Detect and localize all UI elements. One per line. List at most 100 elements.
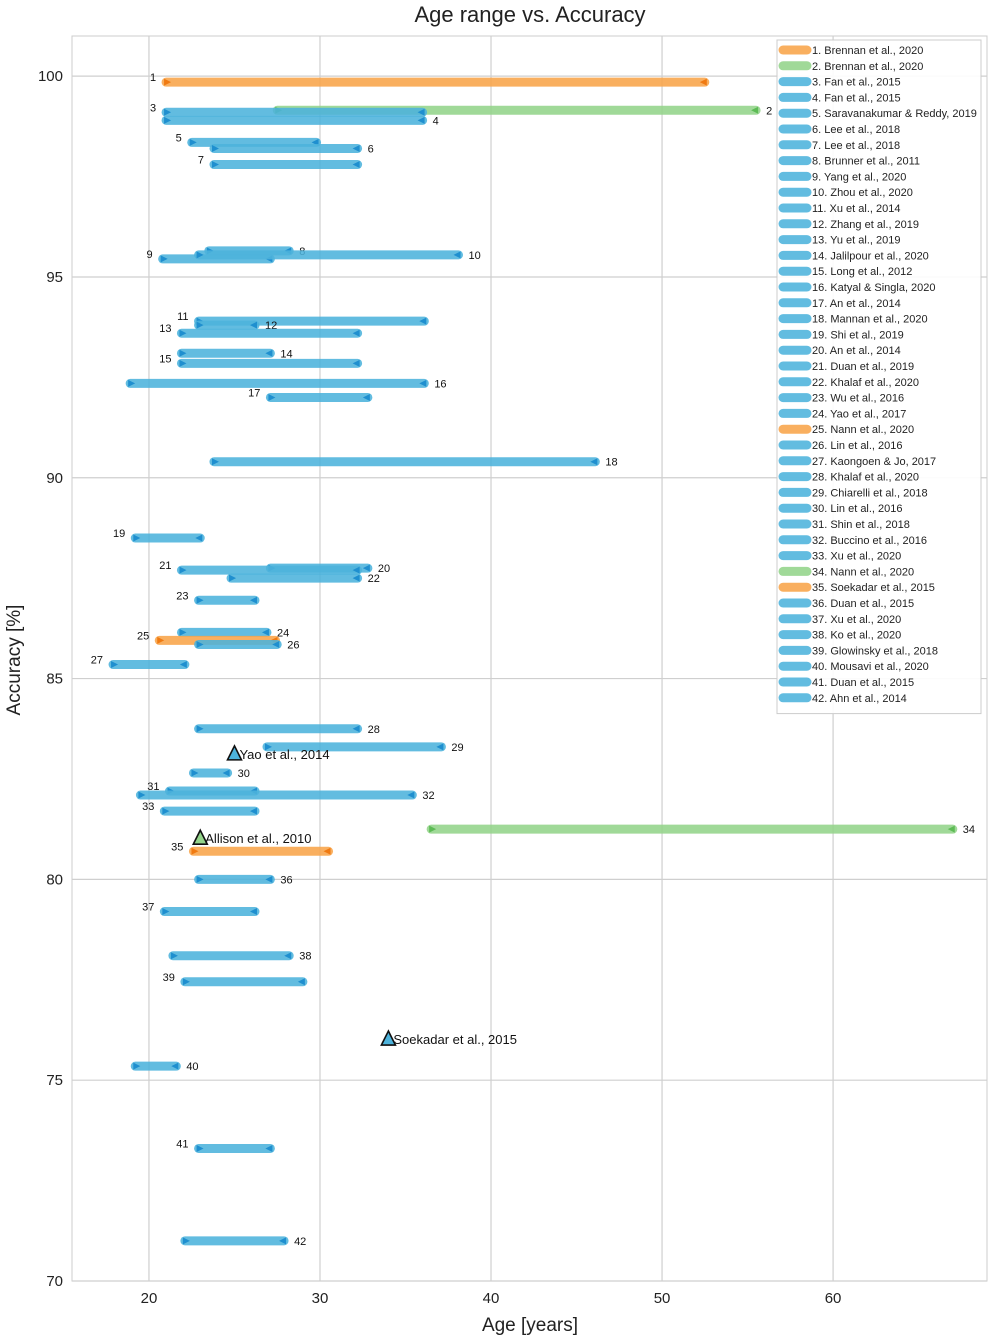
range-end-marker	[265, 1144, 273, 1152]
range-end-marker	[297, 978, 305, 986]
legend-label: 29. Chiarelli et al., 2018	[812, 487, 928, 499]
legend-label: 42. Ahn et al., 2014	[812, 693, 907, 705]
legend-label: 14. Jalilpour et al., 2020	[812, 250, 929, 262]
legend-item: 28. Khalaf et al., 2020	[778, 472, 919, 484]
range-start-marker	[191, 769, 199, 777]
legend-label: 31. Shin et al., 2018	[812, 519, 910, 531]
range-bar-number: 41	[176, 1138, 188, 1150]
range-bar-29: 29	[262, 742, 464, 754]
range-start-marker	[164, 108, 172, 116]
range-start-marker	[429, 825, 437, 833]
range-bar-7: 7	[198, 155, 363, 170]
range-bar-number: 37	[142, 902, 154, 914]
range-end-marker	[417, 108, 425, 116]
legend-item: 9. Yang et al., 2020	[778, 171, 906, 183]
range-start-marker	[133, 1062, 141, 1070]
range-start-marker	[179, 349, 187, 357]
legend-label: 19. Shi et al., 2019	[812, 329, 904, 341]
range-bar-number: 31	[147, 781, 159, 793]
range-bar-42: 42	[180, 1236, 306, 1248]
range-end-marker	[261, 628, 269, 636]
legend-item: 4. Fan et al., 2015	[778, 92, 901, 104]
range-bar-number: 23	[176, 590, 188, 602]
range-end-marker	[222, 769, 230, 777]
range-end-marker	[323, 847, 331, 855]
legend-item: 1. Brennan et al., 2020	[778, 45, 923, 57]
range-end-marker	[699, 78, 707, 86]
range-bar-number: 10	[469, 250, 481, 262]
range-bar-40: 40	[130, 1061, 199, 1073]
legend-label: 17. An et al., 2014	[812, 298, 901, 310]
range-bar-number: 14	[280, 348, 292, 360]
legend-label: 25. Nann et al., 2020	[812, 424, 914, 436]
y-tick-label: 75	[46, 1072, 63, 1089]
legend-item: 15. Long et al., 2012	[778, 266, 912, 278]
legend: 1. Brennan et al., 2020 2. Brennan et al.…	[776, 39, 982, 715]
x-tick-label: 30	[312, 1290, 329, 1307]
legend-label: 12. Zhang et al., 2019	[812, 219, 919, 231]
legend-label: 33. Xu et al., 2020	[812, 551, 901, 563]
range-end-marker	[352, 574, 360, 582]
legend-item: 40. Mousavi et al., 2020	[778, 661, 929, 673]
range-end-marker	[272, 640, 280, 648]
x-tick-label: 60	[825, 1290, 842, 1307]
range-bar-number: 33	[142, 801, 154, 813]
range-bar-number: 4	[433, 115, 439, 127]
legend-label: 28. Khalaf et al., 2020	[812, 472, 919, 484]
legend-label: 7. Lee et al., 2018	[812, 140, 900, 152]
range-bar-33: 33	[142, 801, 260, 816]
range-bar-number: 40	[186, 1061, 198, 1073]
y-tick-label: 80	[46, 871, 63, 888]
range-end-marker	[436, 743, 444, 751]
range-bar-number: 24	[277, 627, 289, 639]
range-end-marker	[250, 908, 257, 916]
range-start-marker	[196, 596, 204, 604]
legend-item: 21. Duan et al., 2019	[778, 361, 914, 373]
range-bar-number: 1	[150, 72, 156, 84]
range-bar-16: 16	[125, 378, 447, 390]
range-bar-number: 6	[368, 143, 374, 155]
range-bar-37: 37	[142, 902, 260, 917]
range-bar-19: 19	[113, 528, 205, 543]
range-bar-number: 18	[605, 457, 617, 469]
range-start-marker	[179, 628, 187, 636]
range-start-marker	[182, 978, 190, 986]
range-end-marker	[352, 329, 360, 337]
range-bar-number: 15	[159, 353, 171, 365]
range-end-marker	[352, 566, 360, 574]
legend-label: 35. Soekadar et al., 2015	[812, 582, 935, 594]
range-bar-26: 26	[194, 639, 299, 651]
marker-label: Allison et al., 2010	[205, 831, 311, 846]
legend-label: 38. Ko et al., 2020	[812, 630, 901, 642]
range-bar-number: 5	[176, 132, 182, 144]
y-tick-label: 90	[46, 470, 63, 487]
y-tick-label: 95	[46, 269, 63, 286]
range-bar-14: 14	[176, 348, 293, 360]
range-bar-number: 30	[238, 768, 250, 780]
legend-label: 2. Brennan et al., 2020	[812, 61, 923, 73]
range-bar-number: 21	[159, 560, 171, 572]
triangle-marker: Allison et al., 2010	[191, 828, 312, 846]
range-start-marker	[162, 807, 170, 815]
range-bar-number: 2	[766, 105, 772, 117]
range-bar-number: 35	[171, 841, 183, 853]
range-end-marker	[407, 791, 415, 799]
range-end-marker	[352, 725, 360, 733]
range-start-marker	[133, 534, 141, 542]
y-tick-label: 70	[46, 1273, 63, 1290]
legend-item: 33. Xu et al., 2020	[778, 551, 901, 563]
range-bar-4: 4	[161, 115, 439, 127]
legend-item: 3. Fan et al., 2015	[778, 77, 901, 89]
range-end-marker	[362, 393, 370, 401]
range-start-marker	[211, 161, 219, 169]
range-bar-35: 35	[171, 841, 334, 856]
range-bar-34: 34	[426, 824, 975, 836]
chart-title: Age range vs. Accuracy	[414, 2, 645, 27]
legend-item: 36. Duan et al., 2015	[778, 598, 914, 610]
range-end-marker	[419, 317, 427, 325]
legend-label: 27. Kaongoen & Jo, 2017	[812, 456, 936, 468]
range-end-marker	[265, 875, 273, 883]
triangle-icon	[191, 828, 209, 846]
